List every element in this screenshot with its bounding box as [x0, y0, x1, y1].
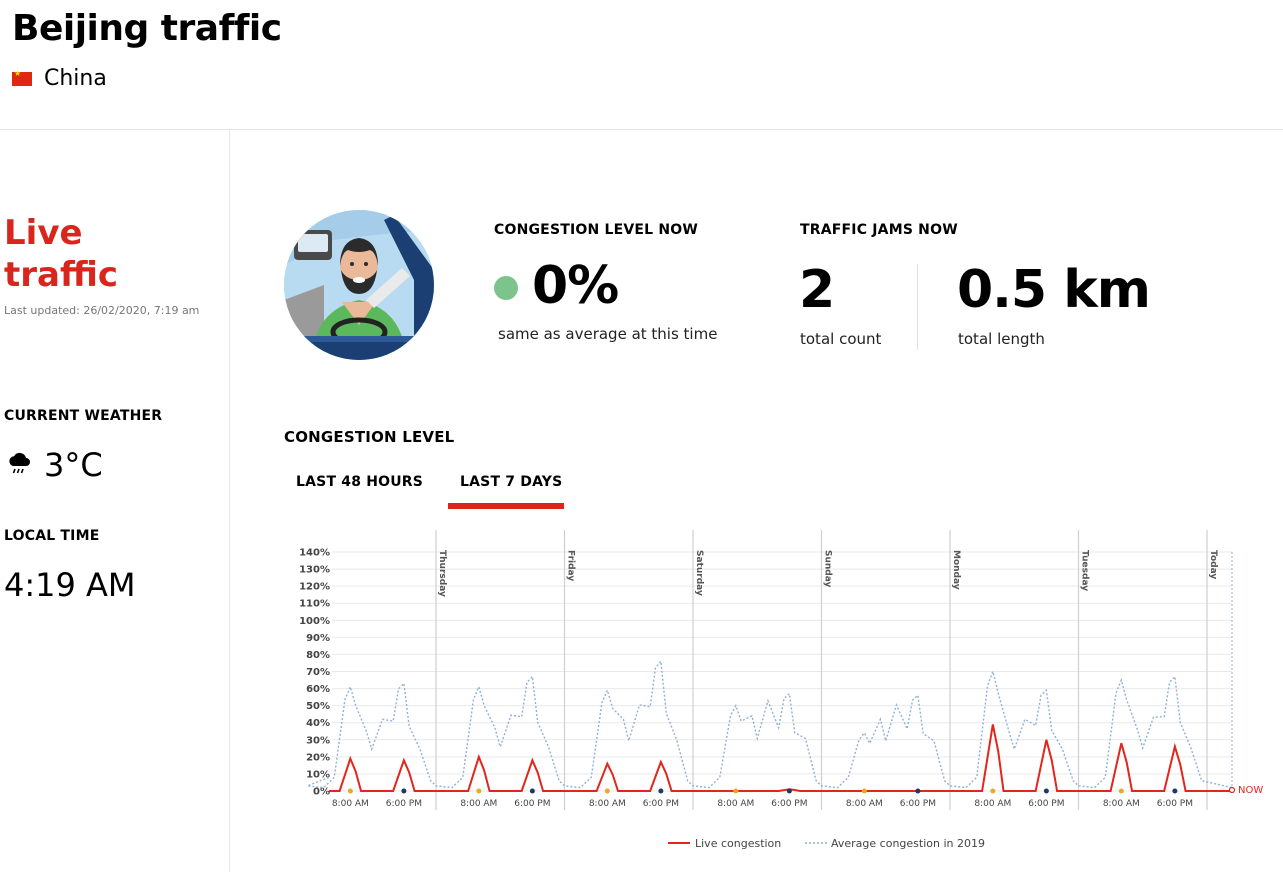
morning-dot [604, 788, 610, 794]
x-tick-label: 6:00 PM [643, 799, 679, 809]
evening-dot [1043, 788, 1049, 794]
last-updated: Last updated: 26/02/2020, 7:19 am [4, 304, 200, 317]
evening-dot [786, 788, 792, 794]
y-tick-label: 100% [299, 616, 330, 627]
y-tick-label: 110% [299, 599, 330, 610]
y-tick-label: 20% [306, 752, 330, 763]
x-tick-label: 6:00 PM [1157, 799, 1193, 809]
congestion-now-subtitle: same as average at this time [498, 325, 718, 343]
active-tab-indicator [448, 503, 564, 509]
average-congestion-line [307, 659, 1233, 789]
country-label: China [12, 66, 107, 91]
legend-live-label: Live congestion [695, 837, 781, 850]
live-traffic-title: Live traffic [4, 213, 119, 295]
china-flag-icon [12, 69, 32, 86]
day-label: Friday [566, 550, 576, 581]
driver-illustration [284, 210, 434, 360]
x-tick-label: 6:00 PM [514, 799, 550, 809]
y-tick-label: 60% [306, 684, 330, 695]
day-label: Saturday [694, 550, 704, 596]
x-tick-label: 8:00 AM [332, 799, 369, 809]
evening-dot [1172, 788, 1178, 794]
current-weather-heading: CURRENT WEATHER [4, 408, 163, 424]
y-tick-label: 40% [306, 718, 330, 729]
x-tick-label: 8:00 AM [1103, 799, 1140, 809]
y-tick-label: 30% [306, 735, 330, 746]
x-tick-label: 6:00 PM [771, 799, 807, 809]
rain-cloud-icon [9, 452, 30, 474]
evening-dot [658, 788, 664, 794]
tab-last-7-days[interactable]: LAST 7 DAYS [460, 474, 563, 490]
day-label: Monday [951, 550, 961, 590]
y-tick-label: 50% [306, 701, 330, 712]
traffic-jams-heading: TRAFFIC JAMS NOW [800, 222, 958, 238]
evening-dot [529, 788, 535, 794]
y-tick-label: 140% [299, 548, 330, 559]
y-tick-label: 80% [306, 650, 330, 661]
x-tick-label: 6:00 PM [1028, 799, 1064, 809]
y-tick-label: 120% [299, 582, 330, 593]
x-tick-label: 8:00 AM [717, 799, 754, 809]
jams-count-label: total count [800, 330, 882, 348]
morning-dot [861, 788, 867, 794]
x-tick-label: 8:00 AM [846, 799, 883, 809]
now-marker [1228, 786, 1236, 794]
x-tick-label: 8:00 AM [974, 799, 1011, 809]
y-tick-label: 10% [306, 769, 330, 780]
morning-dot [990, 788, 996, 794]
congestion-now-heading: CONGESTION LEVEL NOW [494, 222, 699, 238]
y-tick-label: 70% [306, 667, 330, 678]
congestion-status-dot [494, 276, 518, 300]
weather-readout: 3°C [6, 446, 103, 484]
y-tick-label: 90% [306, 633, 330, 644]
y-tick-label: 130% [299, 565, 330, 576]
morning-dot [733, 788, 739, 794]
day-label: Tuesday [1080, 550, 1090, 591]
live-congestion-line [329, 724, 1232, 792]
jams-count-value: 2 [799, 260, 835, 320]
sidebar: Live traffic Last updated: 26/02/2020, 7… [0, 130, 230, 872]
page-title: Beijing traffic [12, 8, 282, 49]
day-label: Today [1208, 550, 1218, 579]
x-tick-label: 6:00 PM [900, 799, 936, 809]
country-name: China [44, 66, 107, 91]
jams-length-label: total length [958, 330, 1045, 348]
y-tick-label: 0% [313, 787, 330, 798]
morning-dot [1118, 788, 1124, 794]
temperature-value: 3°C [44, 446, 103, 484]
legend-average-label: Average congestion in 2019 [831, 837, 985, 850]
evening-dot [401, 788, 407, 794]
congestion-chart: 0% 10% 20% 30% 40% 50% 60% 70% 80% 90% 100% 110% 120… [299, 530, 1263, 850]
morning-dot [347, 788, 353, 794]
day-label: Thursday [437, 550, 447, 597]
local-time-heading: LOCAL TIME [4, 528, 100, 544]
page-header: Beijing traffic China [0, 0, 1283, 130]
day-label: Sunday [823, 550, 833, 588]
tab-last-48-hours[interactable]: LAST 48 HOURS [296, 474, 424, 490]
now-label: NOW [1238, 785, 1263, 796]
kpi-divider [917, 264, 918, 350]
morning-dot [476, 788, 482, 794]
evening-dot [915, 788, 921, 794]
local-time-value: 4:19 AM [4, 566, 136, 604]
x-tick-label: 8:00 AM [589, 799, 626, 809]
x-tick-label: 8:00 AM [460, 799, 497, 809]
jams-length-value: 0.5 km [957, 260, 1151, 320]
congestion-now-value: 0% [532, 256, 619, 316]
congestion-level-heading: CONGESTION LEVEL [284, 428, 455, 446]
x-tick-label: 6:00 PM [386, 799, 422, 809]
